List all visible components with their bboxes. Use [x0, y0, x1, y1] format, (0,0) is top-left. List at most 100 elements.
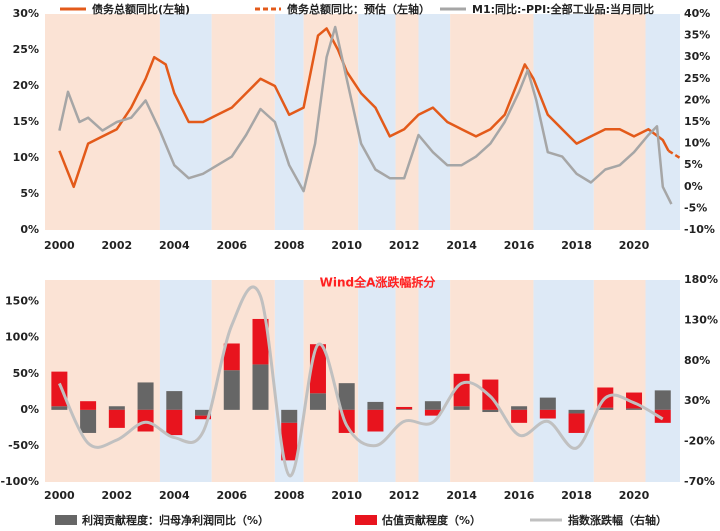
- x-tick-label: 2012: [389, 489, 420, 502]
- bar: [137, 409, 154, 432]
- bar: [108, 409, 125, 428]
- bar: [453, 406, 470, 410]
- y-tick-label: 15%: [13, 115, 39, 128]
- bar: [166, 391, 183, 410]
- band: [645, 14, 680, 230]
- band: [645, 280, 680, 482]
- y2-tick-label: 5%: [684, 158, 703, 171]
- x-tick-label: 2010: [331, 239, 362, 252]
- bar: [396, 409, 413, 410]
- x-tick-label: 2016: [504, 489, 535, 502]
- legend-label: 指数涨跌幅（右轴）: [568, 513, 667, 527]
- bar: [80, 409, 97, 433]
- band: [274, 14, 304, 230]
- band: [418, 14, 451, 230]
- y-tick-label: 20%: [13, 79, 39, 92]
- legend-label: 债务总额同比：预估（左轴）: [287, 2, 430, 16]
- band: [395, 280, 419, 482]
- bar: [166, 409, 183, 436]
- y-tick-label: -100%: [0, 475, 39, 488]
- x-tick-label: 2018: [561, 239, 592, 252]
- y-tick-label: 150%: [5, 295, 39, 308]
- band: [303, 14, 359, 230]
- x-tick-label: 2000: [44, 239, 75, 252]
- x-tick-label: 2006: [216, 489, 247, 502]
- band: [533, 14, 594, 230]
- bar: [511, 409, 528, 423]
- legend-label: 债务总额同比(左轴): [92, 2, 190, 16]
- bar: [281, 409, 298, 423]
- bar: [597, 407, 614, 410]
- y2-tick-label: 40%: [684, 7, 710, 20]
- y2-tick-label: 20%: [684, 93, 710, 106]
- x-tick-label: 2002: [102, 239, 133, 252]
- x-tick-label: 2014: [446, 239, 477, 252]
- y2-tick-label: 130%: [684, 313, 718, 326]
- bar: [338, 383, 355, 410]
- bar: [80, 401, 97, 410]
- bar: [568, 413, 585, 433]
- x-tick-label: 2004: [159, 239, 190, 252]
- band: [358, 14, 396, 230]
- x-tick-label: 2012: [389, 239, 420, 252]
- bar: [195, 409, 212, 416]
- y-tick-label: 0%: [20, 223, 39, 236]
- y2-tick-label: 30%: [684, 394, 710, 407]
- y2-tick-label: -20%: [684, 435, 715, 448]
- y2-tick-label: 10%: [684, 137, 710, 150]
- band: [211, 14, 275, 230]
- band: [533, 280, 594, 482]
- x-tick-label: 2020: [619, 489, 650, 502]
- band: [593, 280, 646, 482]
- band: [159, 280, 212, 482]
- bar: [482, 409, 499, 413]
- bar: [223, 343, 240, 371]
- band: [593, 14, 646, 230]
- y2-tick-label: -5%: [684, 201, 707, 214]
- y2-tick-label: 0%: [684, 180, 703, 193]
- x-tick-label: 2008: [274, 239, 305, 252]
- bar: [223, 370, 240, 410]
- y2-tick-label: 15%: [684, 115, 710, 128]
- legend-swatch: [55, 515, 77, 525]
- bar: [424, 401, 441, 410]
- line-series: [58, 285, 664, 478]
- band: [45, 14, 160, 230]
- y2-tick-label: -70%: [684, 475, 715, 488]
- y-tick-label: 30%: [13, 7, 39, 20]
- y2-tick-label: 25%: [684, 72, 710, 85]
- bar: [252, 318, 269, 365]
- bar: [654, 409, 671, 423]
- y2-tick-label: -10%: [684, 223, 715, 236]
- legend-label: 利润贡献程度：归母净利润同比（%）: [82, 513, 269, 527]
- bar: [424, 409, 441, 416]
- bar: [51, 406, 68, 410]
- y2-tick-label: 35%: [684, 29, 710, 42]
- x-tick-label: 2010: [331, 489, 362, 502]
- bar: [108, 406, 125, 410]
- legend-swatch: [355, 515, 377, 525]
- bar: [367, 401, 384, 410]
- y2-tick-label: 30%: [684, 50, 710, 63]
- bar: [539, 409, 556, 419]
- band: [450, 14, 534, 230]
- y-tick-label: 5%: [20, 187, 39, 200]
- bar: [195, 415, 212, 420]
- bar: [539, 397, 556, 410]
- legend-label: 估值贡献程度（%）: [381, 513, 481, 527]
- y2-tick-label: 80%: [684, 354, 710, 367]
- y-tick-label: 0%: [20, 403, 39, 416]
- legend-label: M1:同比:-PPI:全部工业品:当月同比: [472, 2, 654, 16]
- bar: [309, 393, 326, 410]
- y2-tick-label: 180%: [684, 273, 718, 286]
- y-tick-label: 100%: [5, 331, 39, 344]
- x-tick-label: 2018: [561, 489, 592, 502]
- y-tick-label: 25%: [13, 43, 39, 56]
- x-tick-label: 2008: [274, 489, 305, 502]
- band: [358, 280, 396, 482]
- x-tick-label: 2000: [44, 489, 75, 502]
- bar: [654, 390, 671, 410]
- y-tick-label: 10%: [13, 151, 39, 164]
- bar: [367, 409, 384, 432]
